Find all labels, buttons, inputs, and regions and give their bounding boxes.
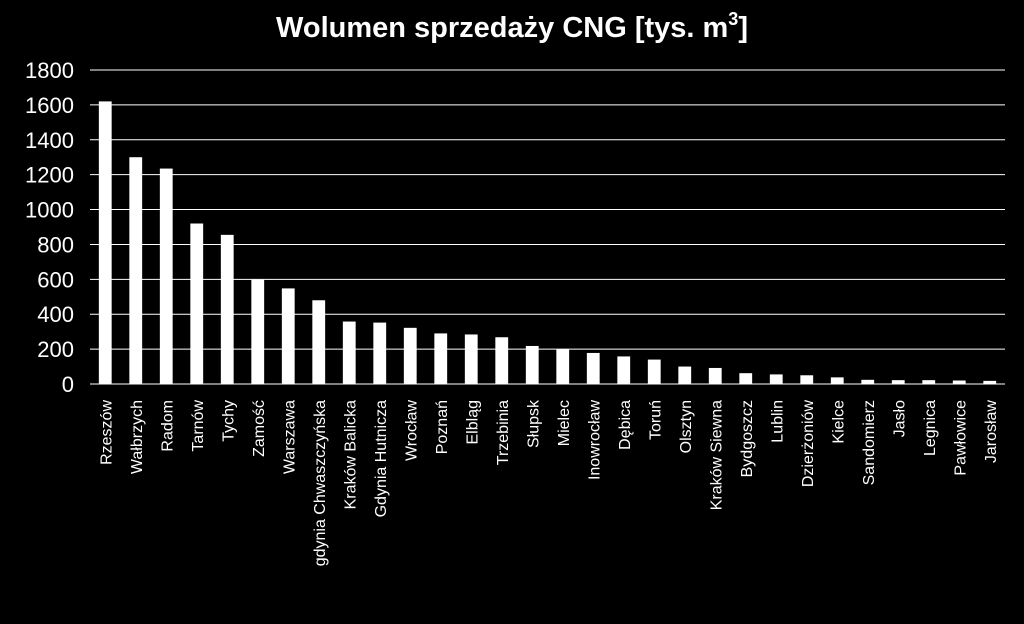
bar (739, 373, 753, 384)
x-tick-label: Bydgoszcz (739, 400, 756, 477)
bar (342, 321, 356, 384)
x-tick-label: Dzierżoniów (800, 400, 817, 488)
y-tick-label: 600 (37, 267, 74, 292)
bar (98, 101, 112, 385)
bar (769, 374, 783, 384)
bar (678, 366, 692, 384)
bar (373, 322, 387, 384)
bar (617, 356, 631, 384)
y-tick-label: 1600 (25, 93, 74, 118)
bar (708, 367, 722, 384)
x-tick-label: Trzebinia (495, 400, 512, 465)
bar (129, 157, 143, 384)
bar (922, 380, 936, 384)
bar (983, 380, 997, 384)
bar (952, 380, 966, 384)
chart-title-superscript: 3 (728, 9, 739, 29)
bar (281, 288, 295, 384)
chart-title-text: Wolumen sprzedaży CNG [tys. m (276, 12, 729, 44)
bar (830, 377, 844, 384)
x-tick-label: Gdynia Hutnicza (373, 400, 390, 517)
bar (190, 223, 204, 384)
x-tick-label: Rzeszów (98, 400, 115, 465)
y-axis-tick-labels: 0 200 400 600 800 1000 1200 1400 1600 1800 (25, 58, 74, 397)
bar (647, 359, 661, 384)
bar (434, 333, 448, 384)
gridlines (90, 69, 1005, 385)
chart-title-suffix: ] (738, 12, 748, 44)
bar (251, 279, 265, 384)
bar (220, 234, 234, 384)
bar (891, 380, 905, 384)
x-tick-label: Poznań (434, 400, 451, 454)
x-tick-label: Elbląg (464, 400, 481, 444)
x-tick-label: Tarnów (190, 400, 207, 452)
x-tick-label: Wrocław (403, 400, 420, 461)
x-tick-label: Legnica (922, 400, 939, 456)
y-tick-label: 800 (37, 232, 74, 257)
x-tick-label: Pawłowice (952, 400, 969, 476)
x-tick-label: Radom (159, 400, 176, 452)
y-tick-label: 1400 (25, 128, 74, 153)
bar (861, 379, 875, 384)
x-tick-label: Tychy (220, 400, 237, 442)
y-tick-label: 1200 (25, 163, 74, 188)
x-tick-label: Inowrocław (586, 400, 603, 480)
x-tick-label: Jasło (891, 400, 908, 437)
x-tick-label: Zamość (251, 400, 268, 457)
x-tick-label: Lublin (769, 400, 786, 443)
y-tick-label: 0 (62, 372, 74, 397)
x-tick-label: Sandomierz (861, 400, 878, 485)
y-tick-label: 200 (37, 337, 74, 362)
bar (556, 349, 570, 384)
x-tick-label: Kielce (830, 400, 847, 444)
x-tick-label: Słupsk (525, 399, 542, 448)
bar (312, 300, 326, 384)
x-tick-label: Wałbrzych (129, 400, 146, 474)
bar (403, 327, 417, 384)
bar (159, 168, 173, 384)
bar (586, 352, 600, 384)
x-tick-label: Olsztyn (678, 400, 695, 453)
x-tick-label: Warszawa (281, 400, 298, 474)
x-tick-label: Kraków Balicka (342, 400, 359, 509)
bars (98, 101, 997, 385)
x-tick-label: Jarosław (983, 400, 1000, 464)
y-tick-label: 1000 (25, 198, 74, 223)
bar (464, 334, 478, 384)
x-tick-label: Kraków Siewna (708, 400, 725, 510)
x-tick-label: Mielec (556, 400, 573, 446)
bar (800, 375, 814, 384)
x-tick-label: gdynia Chwaszczyńska (312, 400, 329, 566)
chart-title: Wolumen sprzedaży CNG [tys. m3] (0, 8, 1024, 48)
x-axis-tick-labels: Rzeszów Wałbrzych Radom Tarnów Tychy Zamość Wa… (98, 399, 1000, 566)
x-tick-label: Toruń (647, 400, 664, 440)
x-tick-label: Dębica (617, 400, 634, 450)
y-tick-label: 400 (37, 302, 74, 327)
bar (495, 337, 509, 384)
bar (525, 345, 539, 384)
y-tick-label: 1800 (25, 58, 74, 83)
